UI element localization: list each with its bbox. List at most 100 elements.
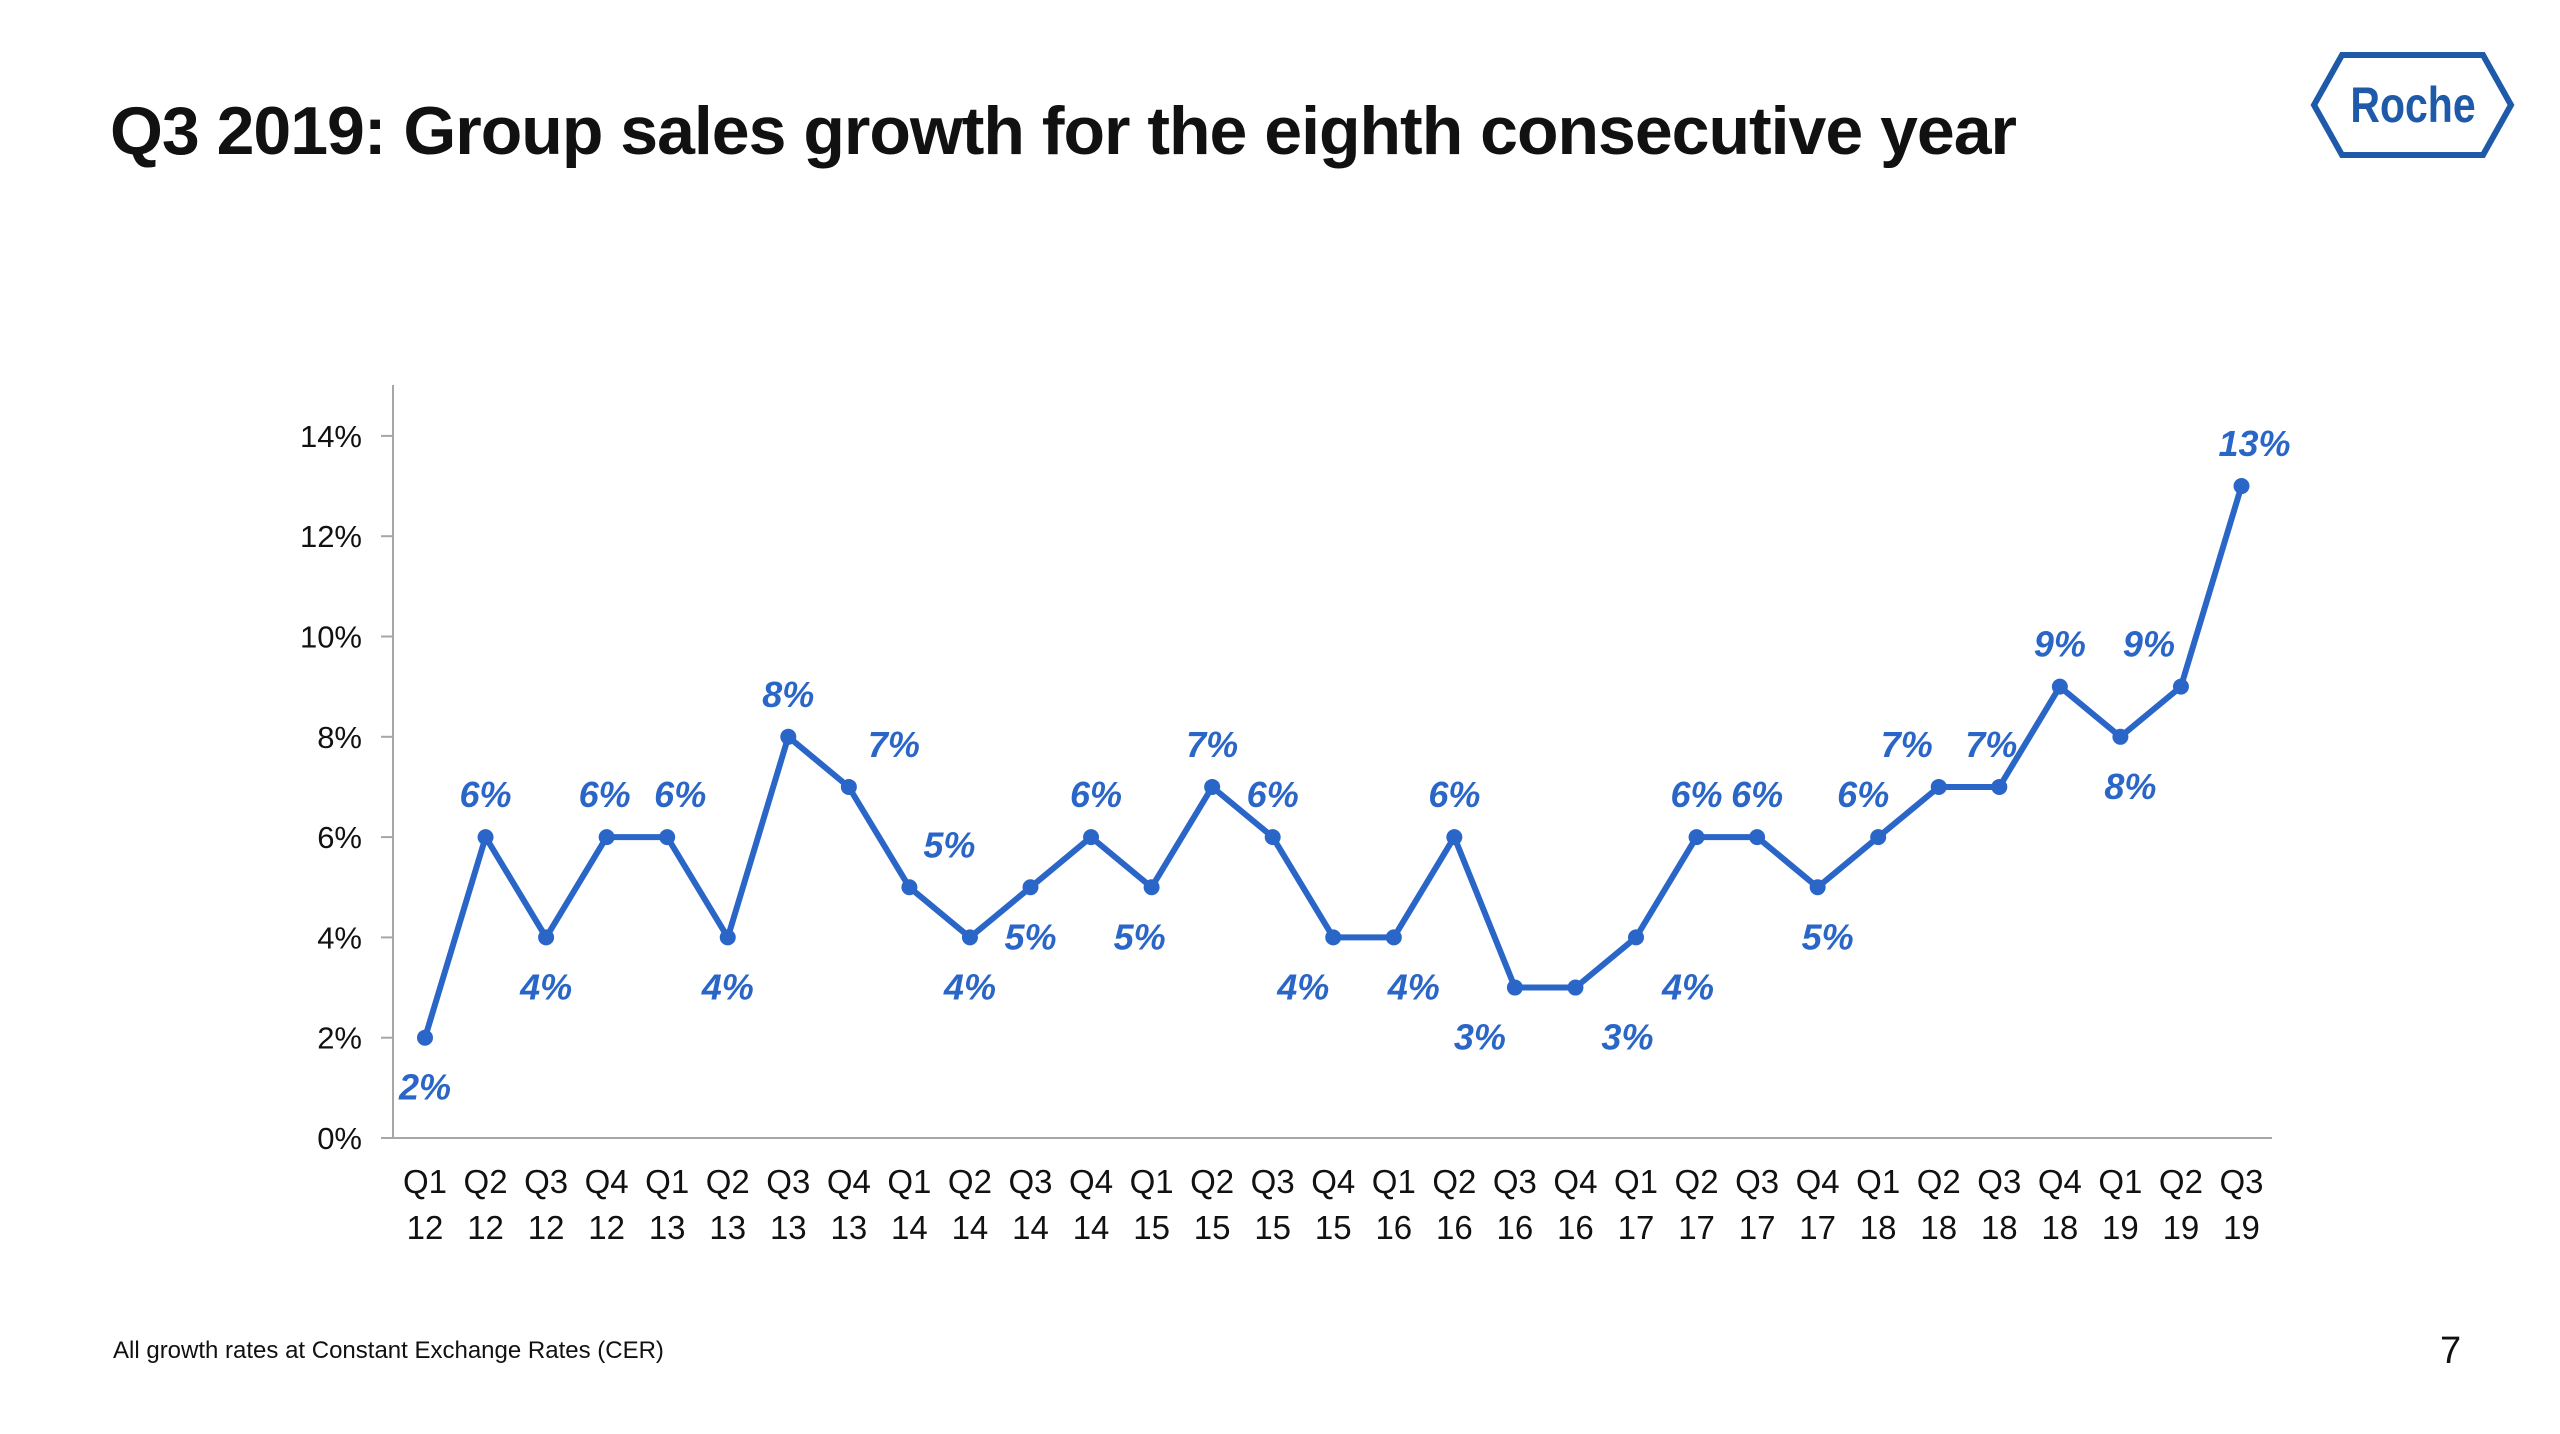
x-tick-label-quarter: Q1 [1856, 1163, 1900, 1200]
x-tick-label-year: 17 [1799, 1209, 1836, 1246]
data-point [538, 929, 555, 946]
data-label: 7% [1965, 724, 2017, 765]
data-point [1930, 778, 1947, 795]
x-tick-label-quarter: Q2 [706, 1163, 750, 1200]
y-tick-label: 0% [317, 1121, 362, 1156]
data-point [2051, 678, 2068, 695]
data-label: 9% [2123, 624, 2175, 665]
data-label: 7% [1881, 724, 1933, 765]
roche-logo-text: Roche [2350, 77, 2475, 133]
x-tick-label-quarter: Q4 [2038, 1163, 2082, 1200]
data-label: 6% [1070, 774, 1122, 815]
x-tick-label-quarter: Q4 [1796, 1163, 1840, 1200]
x-tick-label-year: 18 [2041, 1209, 2078, 1246]
x-tick-label-year: 12 [588, 1209, 625, 1246]
data-point [1446, 829, 1463, 846]
data-point [1022, 879, 1039, 896]
data-label: 5% [923, 824, 975, 865]
x-tick-label-year: 17 [1739, 1209, 1776, 1246]
x-tick-label-quarter: Q1 [645, 1163, 689, 1200]
x-tick-label-year: 14 [1012, 1209, 1049, 1246]
x-tick-label-year: 19 [2102, 1209, 2139, 1246]
data-label: 6% [1247, 774, 1299, 815]
data-label: 2% [398, 1067, 451, 1108]
x-tick-label-quarter: Q3 [1493, 1163, 1537, 1200]
x-tick-label-quarter: Q4 [1311, 1163, 1355, 1200]
data-label: 3% [1454, 1017, 1506, 1058]
data-point [659, 829, 676, 846]
data-label: 9% [2034, 624, 2086, 665]
data-label: 5% [1802, 916, 1854, 957]
x-tick-label-year: 16 [1497, 1209, 1534, 1246]
data-point [1385, 929, 1402, 946]
x-tick-label-quarter: Q1 [2098, 1163, 2142, 1200]
data-label: 7% [1186, 724, 1238, 765]
x-tick-label-year: 12 [407, 1209, 444, 1246]
data-label: 4% [1661, 966, 1714, 1007]
data-point [1870, 829, 1887, 846]
x-tick-label-quarter: Q3 [766, 1163, 810, 1200]
data-label: 6% [1428, 774, 1480, 815]
x-tick-label-year: 15 [1194, 1209, 1231, 1246]
data-point [477, 829, 494, 846]
x-tick-label-quarter: Q2 [1432, 1163, 1476, 1200]
data-point [1264, 829, 1281, 846]
data-point [2112, 728, 2129, 745]
data-label: 6% [579, 774, 631, 815]
data-label: 6% [1671, 774, 1723, 815]
data-label: 7% [868, 724, 920, 765]
y-tick-label: 2% [317, 1021, 362, 1056]
data-point [1567, 979, 1584, 996]
roche-logo-hexagon [2310, 52, 2515, 158]
x-tick-label-year: 18 [1981, 1209, 2018, 1246]
data-label: 13% [2218, 423, 2290, 464]
x-tick-label-year: 19 [2163, 1209, 2200, 1246]
x-tick-label-year: 13 [649, 1209, 686, 1246]
data-point [1991, 778, 2008, 795]
x-tick-label-quarter: Q3 [1735, 1163, 1779, 1200]
x-tick-label-quarter: Q4 [585, 1163, 629, 1200]
data-point [1809, 879, 1826, 896]
x-tick-label-year: 18 [1920, 1209, 1957, 1246]
data-label: 5% [1114, 916, 1166, 957]
x-tick-label-quarter: Q2 [1190, 1163, 1234, 1200]
x-tick-label-year: 13 [830, 1209, 867, 1246]
data-label: 5% [1004, 916, 1056, 957]
x-tick-label-quarter: Q2 [1675, 1163, 1719, 1200]
data-point [1628, 929, 1644, 946]
data-point [1749, 829, 1766, 846]
x-tick-label-year: 18 [1860, 1209, 1897, 1246]
data-label: 3% [1601, 1017, 1653, 1058]
x-tick-label-year: 16 [1436, 1209, 1473, 1246]
data-point [417, 1029, 433, 1046]
x-tick-label-quarter: Q4 [1553, 1163, 1597, 1200]
footnote: All growth rates at Constant Exchange Ra… [113, 1337, 664, 1364]
x-tick-label-quarter: Q1 [1614, 1163, 1658, 1200]
x-tick-label-quarter: Q4 [827, 1163, 871, 1200]
x-tick-label-quarter: Q4 [1069, 1163, 1113, 1200]
data-point [901, 879, 918, 896]
x-tick-label-year: 16 [1375, 1209, 1412, 1246]
x-tick-label-quarter: Q2 [464, 1163, 508, 1200]
x-tick-label-quarter: Q3 [524, 1163, 568, 1200]
data-point [1083, 829, 1100, 846]
x-tick-label-quarter: Q2 [1917, 1163, 1961, 1200]
data-label: 6% [654, 774, 706, 815]
y-tick-label: 14% [300, 419, 362, 454]
data-point [719, 929, 736, 946]
data-point [598, 829, 615, 846]
data-point [1204, 778, 1221, 795]
y-tick-label: 8% [317, 720, 362, 755]
data-label: 4% [943, 966, 996, 1007]
page-number: 7 [2440, 1330, 2462, 1372]
x-tick-label-quarter: Q3 [1008, 1163, 1052, 1200]
data-label: 6% [1837, 774, 1889, 815]
x-tick-label-quarter: Q3 [2219, 1163, 2263, 1200]
data-label: 8% [762, 674, 814, 715]
y-tick-label: 10% [300, 620, 362, 655]
x-tick-label-year: 16 [1557, 1209, 1594, 1246]
x-tick-label-year: 17 [1618, 1209, 1655, 1246]
x-tick-label-quarter: Q1 [1130, 1163, 1174, 1200]
x-tick-label-year: 19 [2223, 1209, 2260, 1246]
